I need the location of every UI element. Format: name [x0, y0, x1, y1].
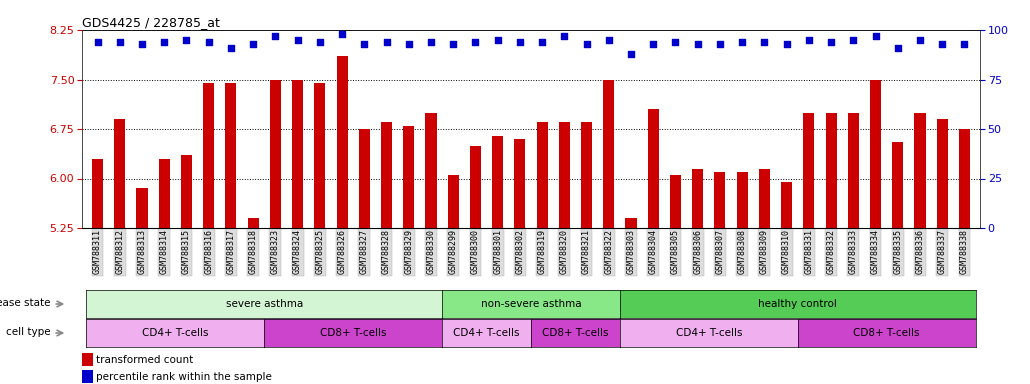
Point	[800, 37, 817, 43]
Bar	[403, 126, 414, 228]
Point	[245, 41, 262, 47]
Bar	[736, 172, 748, 228]
Bar	[581, 122, 592, 228]
Bar	[648, 109, 659, 228]
Point	[734, 39, 751, 45]
Bar	[159, 159, 170, 228]
Point	[334, 31, 350, 37]
Bar	[559, 122, 570, 228]
Point	[267, 33, 283, 39]
Text: severe asthma: severe asthma	[226, 299, 303, 309]
Bar	[448, 175, 458, 228]
Point	[489, 37, 506, 43]
Bar	[470, 146, 481, 228]
Text: non-severe asthma: non-severe asthma	[481, 299, 581, 309]
Bar	[425, 113, 437, 228]
Bar	[915, 113, 926, 228]
Point	[422, 39, 439, 45]
Bar	[803, 113, 815, 228]
Text: CD4+ T-cells: CD4+ T-cells	[142, 328, 209, 338]
Bar	[870, 79, 881, 228]
Point	[468, 39, 484, 45]
Bar	[670, 175, 681, 228]
Point	[712, 41, 728, 47]
Bar	[825, 113, 836, 228]
Bar	[381, 122, 392, 228]
Text: cell type: cell type	[6, 327, 50, 337]
Point	[289, 37, 306, 43]
Text: transformed count: transformed count	[97, 355, 194, 365]
Point	[401, 41, 417, 47]
Point	[623, 51, 640, 57]
Point	[956, 41, 972, 47]
Point	[222, 45, 239, 51]
Point	[912, 37, 928, 43]
Bar	[759, 169, 770, 228]
Bar	[492, 136, 504, 228]
Text: CD4+ T-cells: CD4+ T-cells	[676, 328, 742, 338]
Point	[445, 41, 461, 47]
Bar	[781, 182, 792, 228]
Text: disease state: disease state	[0, 298, 50, 308]
Bar	[293, 79, 303, 228]
Point	[823, 39, 839, 45]
Bar	[625, 218, 637, 228]
Point	[645, 41, 661, 47]
Bar	[114, 119, 126, 228]
Point	[90, 39, 106, 45]
Point	[890, 45, 906, 51]
Bar	[82, 371, 93, 383]
Text: CD4+ T-cells: CD4+ T-cells	[453, 328, 520, 338]
Text: CD8+ T-cells: CD8+ T-cells	[320, 328, 386, 338]
Bar	[604, 79, 614, 228]
Point	[667, 39, 684, 45]
Point	[534, 39, 550, 45]
Text: healthy control: healthy control	[758, 299, 837, 309]
Point	[556, 33, 573, 39]
Bar	[692, 169, 703, 228]
Bar	[247, 218, 259, 228]
Point	[756, 39, 772, 45]
Bar	[537, 122, 548, 228]
Bar	[92, 159, 103, 228]
Point	[689, 41, 706, 47]
Point	[156, 39, 172, 45]
Bar	[337, 56, 347, 228]
Bar	[181, 156, 192, 228]
Point	[378, 39, 394, 45]
Text: GDS4425 / 228785_at: GDS4425 / 228785_at	[82, 16, 219, 29]
Point	[512, 39, 528, 45]
Bar	[715, 172, 725, 228]
Point	[600, 37, 617, 43]
Point	[134, 41, 150, 47]
Point	[934, 41, 951, 47]
Bar	[314, 83, 325, 228]
Bar	[936, 119, 948, 228]
Bar	[203, 83, 214, 228]
Point	[779, 41, 795, 47]
Bar	[82, 353, 93, 366]
Point	[578, 41, 594, 47]
Bar	[358, 129, 370, 228]
Bar	[270, 79, 281, 228]
Point	[178, 37, 195, 43]
Text: CD8+ T-cells: CD8+ T-cells	[542, 328, 609, 338]
Bar	[136, 189, 147, 228]
Point	[845, 37, 861, 43]
Bar	[514, 139, 525, 228]
Text: percentile rank within the sample: percentile rank within the sample	[97, 372, 272, 382]
Bar	[959, 129, 970, 228]
Point	[201, 39, 217, 45]
Point	[356, 41, 373, 47]
Bar	[848, 113, 859, 228]
Bar	[892, 142, 903, 228]
Point	[312, 39, 329, 45]
Point	[867, 33, 884, 39]
Point	[111, 39, 128, 45]
Text: CD8+ T-cells: CD8+ T-cells	[854, 328, 920, 338]
Bar	[226, 83, 237, 228]
